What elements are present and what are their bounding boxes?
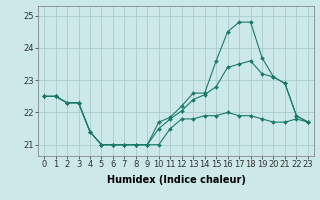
X-axis label: Humidex (Indice chaleur): Humidex (Indice chaleur) xyxy=(107,175,245,185)
